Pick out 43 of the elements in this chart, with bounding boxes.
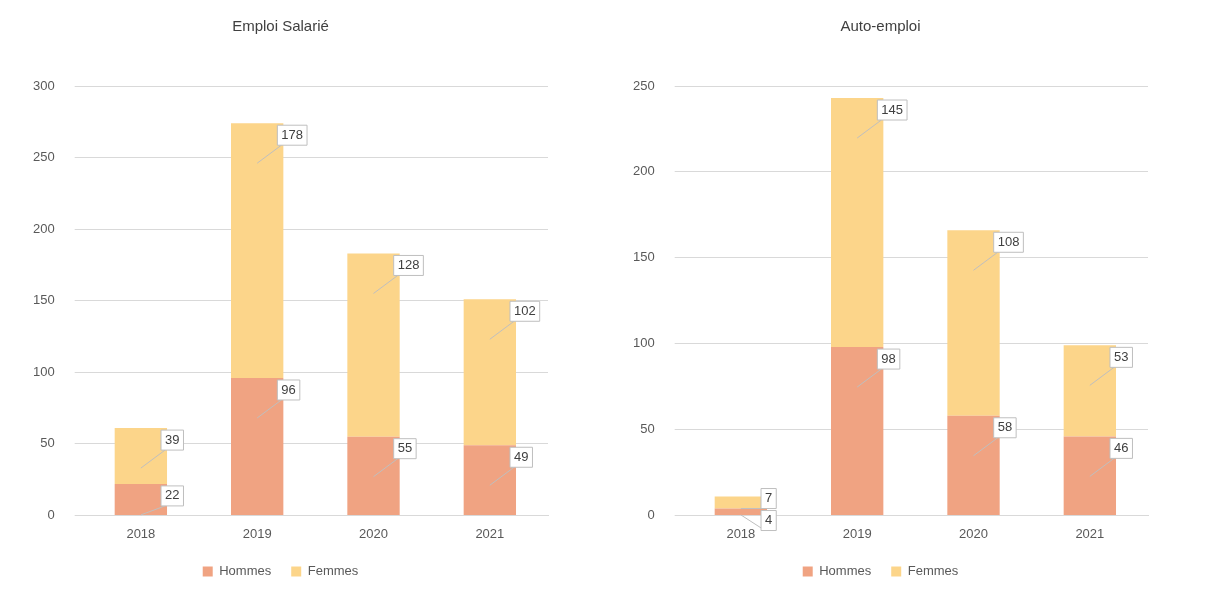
legend-label: Hommes: [219, 563, 272, 579]
data-label: 128: [397, 257, 420, 273]
y-tick-label: 0: [647, 506, 655, 522]
data-label: 4: [765, 512, 773, 528]
data-label: 102: [514, 302, 536, 318]
x-tick-label: 2020: [359, 525, 388, 541]
x-tick-label: 2018: [726, 525, 756, 541]
y-tick-label: 150: [32, 292, 55, 308]
y-tick-label: 50: [40, 435, 55, 451]
data-label: 98: [881, 350, 896, 366]
y-tick-label: 250: [632, 77, 655, 93]
x-tick-label: 2020: [959, 525, 988, 541]
data-label: 55: [397, 440, 413, 456]
legend-label: Hommes: [819, 563, 872, 579]
data-label: 58: [997, 419, 1013, 435]
data-label: 22: [165, 487, 180, 503]
x-tick-label: 2021: [475, 525, 505, 541]
y-tick-label: 50: [640, 421, 655, 437]
data-label: 178: [281, 126, 304, 142]
data-label: 53: [1114, 348, 1129, 364]
y-tick-label: 150: [632, 249, 655, 265]
y-tick-label: 300: [32, 77, 55, 93]
data-label: 96: [281, 381, 296, 397]
data-label: 39: [165, 431, 180, 447]
x-tick-label: 2019: [842, 525, 872, 541]
y-tick-label: 250: [32, 149, 55, 165]
legend-label: Femmes: [907, 563, 959, 579]
y-tick-label: 200: [32, 220, 55, 236]
y-tick-label: 100: [632, 335, 655, 351]
chart-title: Auto-emploi: [840, 17, 921, 35]
data-label: 49: [514, 448, 529, 464]
data-label: 46: [1114, 439, 1129, 455]
y-tick-label: 200: [632, 163, 655, 179]
data-label: 7: [765, 490, 773, 506]
y-tick-label: 0: [47, 506, 55, 522]
x-tick-label: 2018: [126, 525, 156, 541]
data-label: 108: [997, 233, 1020, 249]
x-tick-label: 2021: [1075, 525, 1105, 541]
chart-title: Emploi Salarié: [232, 17, 329, 35]
y-tick-label: 100: [32, 363, 55, 379]
x-tick-label: 2019: [242, 525, 272, 541]
data-label: 145: [881, 101, 904, 117]
legend-label: Femmes: [307, 563, 359, 579]
